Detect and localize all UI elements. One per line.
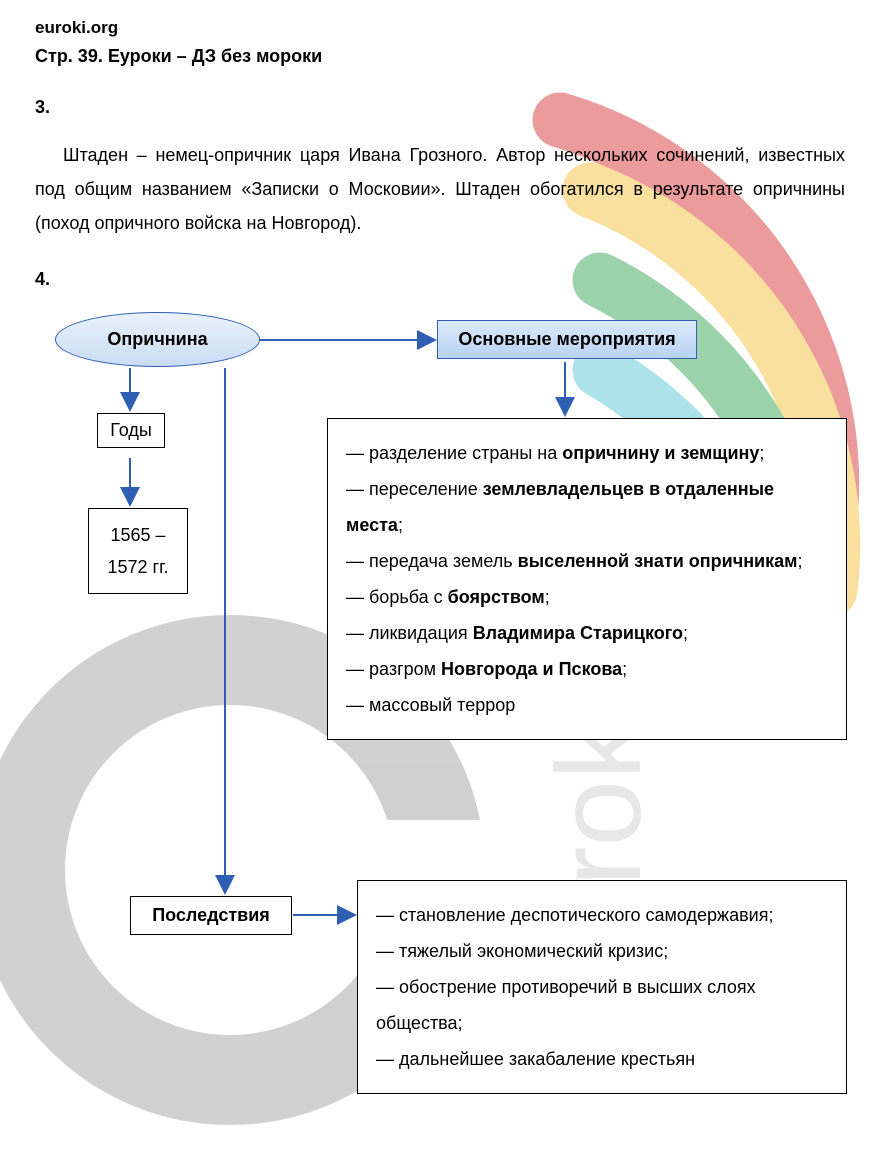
node-oprichnina: Опричнина	[55, 312, 260, 367]
node-measures-title: Основные мероприятия	[437, 320, 697, 359]
question-4-number: 4.	[35, 269, 845, 290]
measures-item: — борьба с боярством;	[346, 579, 828, 615]
measures-item: — разделение страны на опричнину и земщи…	[346, 435, 828, 471]
node-years-label: Годы	[97, 413, 165, 448]
page-title: Стр. 39. Еуроки – ДЗ без мороки	[35, 46, 845, 67]
consequences-box: — становление деспотического самодержави…	[357, 880, 847, 1094]
site-name: euroki.org	[35, 18, 845, 38]
question-3-number: 3.	[35, 97, 845, 118]
measures-item: — ликвидация Владимира Старицкого;	[346, 615, 828, 651]
question-3-text: Штаден – немец-опричник царя Ивана Грозн…	[35, 138, 845, 241]
node-consequences-title: Последствия	[130, 896, 292, 935]
consequences-item: — обострение противоречий в высших слоях…	[376, 969, 828, 1041]
measures-item: — разгром Новгорода и Пскова;	[346, 651, 828, 687]
measures-item: — передача земель выселенной знати оприч…	[346, 543, 828, 579]
consequences-item: — дальнейшее закабаление крестьян	[376, 1041, 828, 1077]
oprichnina-diagram: Опричнина Основные мероприятия Годы 1565…	[35, 310, 845, 1130]
measures-item: — переселение землевладельцев в отдаленн…	[346, 471, 828, 543]
measures-item: — массовый террор	[346, 687, 828, 723]
consequences-item: — тяжелый экономический кризис;	[376, 933, 828, 969]
node-years-value: 1565 – 1572 гг.	[88, 508, 188, 595]
consequences-item: — становление деспотического самодержави…	[376, 897, 828, 933]
measures-box: — разделение страны на опричнину и земщи…	[327, 418, 847, 740]
